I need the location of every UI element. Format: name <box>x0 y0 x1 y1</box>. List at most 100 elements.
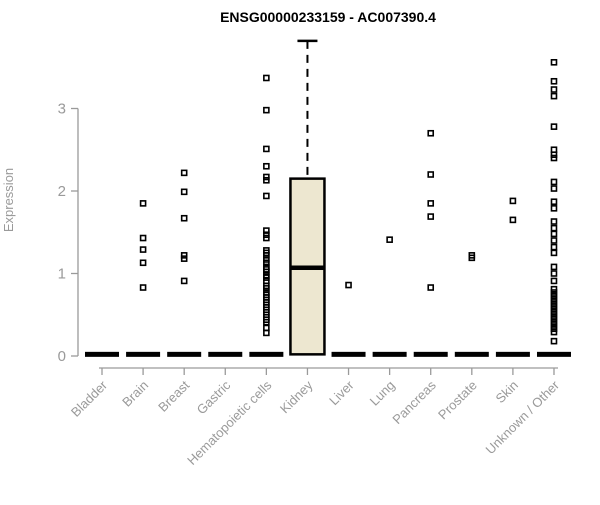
zero-median-bar <box>536 351 571 357</box>
y-tick-label: 2 <box>58 183 66 200</box>
category-group <box>249 74 284 357</box>
outlier-point <box>263 259 270 267</box>
outlier-point <box>550 178 558 186</box>
zero-median-bar <box>331 351 366 357</box>
outlier-point <box>550 77 558 85</box>
outlier-point <box>468 254 476 262</box>
outlier-point <box>550 218 558 225</box>
outlier-point <box>139 284 147 291</box>
outlier-point <box>263 227 270 234</box>
outlier-point <box>263 74 270 82</box>
x-tick-label: Brain <box>119 378 151 410</box>
outlier-point <box>139 259 147 267</box>
x-tick-label: Gastric <box>194 377 234 417</box>
outlier-point <box>550 237 558 244</box>
outlier-point <box>427 171 435 178</box>
y-tick-label: 1 <box>58 266 66 283</box>
category-group <box>536 58 571 357</box>
outlier-point <box>263 329 270 337</box>
outlier-point <box>263 192 270 200</box>
x-tick-label: Liver <box>326 377 357 408</box>
outlier-point <box>263 106 270 114</box>
y-tick-label: 0 <box>58 348 66 365</box>
outlier-point <box>550 58 558 66</box>
outlier-point <box>509 216 517 224</box>
outlier-point <box>427 200 435 207</box>
outlier-point <box>263 176 270 184</box>
category-group <box>208 351 243 357</box>
category-group <box>331 281 366 357</box>
category-group <box>372 236 407 357</box>
category-group <box>167 169 202 357</box>
outlier-point <box>550 185 558 192</box>
outlier-point <box>550 318 558 326</box>
zero-median-bar <box>85 351 119 357</box>
outlier-point <box>550 302 558 309</box>
outlier-point <box>550 243 558 251</box>
outlier-point <box>550 230 558 238</box>
y-axis-label: Expression <box>1 168 16 232</box>
outlier-point <box>550 277 558 285</box>
category-group <box>85 351 119 357</box>
outlier-point <box>345 281 352 289</box>
outlier-point <box>509 197 517 205</box>
outlier-point <box>550 337 558 345</box>
chart-title: ENSG00000233159 - AC007390.4 <box>220 9 436 25</box>
zero-median-bar <box>495 351 530 357</box>
category-group <box>495 197 530 357</box>
outlier-point <box>550 198 558 206</box>
y-tick-label: 3 <box>58 101 66 118</box>
outlier-point <box>550 86 558 93</box>
outlier-point <box>550 285 558 293</box>
x-tick-label: Bladder <box>68 377 111 420</box>
outlier-point <box>139 246 147 253</box>
outlier-point <box>263 162 270 170</box>
outlier-point <box>550 224 558 232</box>
x-tick-label: Skin <box>493 378 521 406</box>
outlier-point <box>550 292 558 300</box>
outlier-point <box>180 255 188 262</box>
x-tick-label: Pancreas <box>389 377 439 427</box>
outlier-point <box>427 284 435 291</box>
outlier-point <box>550 328 558 336</box>
outlier-point <box>550 249 558 257</box>
outlier-point <box>550 92 558 100</box>
outlier-point <box>550 325 558 333</box>
outlier-point <box>180 277 188 285</box>
outlier-point <box>550 205 558 212</box>
outlier-point <box>427 213 435 220</box>
outlier-point <box>550 151 558 158</box>
outlier-point <box>550 154 558 162</box>
outlier-point <box>139 200 147 207</box>
zero-median-bar <box>167 351 202 357</box>
outlier-point <box>263 145 270 153</box>
outlier-point <box>180 169 188 177</box>
zero-median-bar <box>126 351 161 357</box>
outlier-point <box>180 188 188 196</box>
outlier-point <box>427 129 435 137</box>
outlier-point <box>263 285 270 292</box>
outlier-point <box>263 234 270 242</box>
outlier-point <box>263 252 270 259</box>
x-tick-label: Breast <box>155 377 192 414</box>
zero-median-bar <box>208 351 243 357</box>
outlier-point <box>550 270 558 277</box>
zero-median-bar <box>372 351 407 357</box>
category-group <box>413 129 448 357</box>
outlier-point <box>386 236 393 243</box>
zero-median-bar <box>249 351 284 357</box>
plot-marks <box>85 39 571 357</box>
zero-median-bar <box>454 351 489 357</box>
x-tick-label: Prostate <box>435 378 480 423</box>
category-group <box>454 252 489 357</box>
x-tick-label: Unknown / Other <box>483 377 563 457</box>
x-tick-label: Lung <box>367 378 398 409</box>
outlier-point <box>180 214 188 222</box>
outlier-point <box>550 308 558 316</box>
category-group <box>289 39 326 356</box>
category-group <box>126 200 161 357</box>
x-tick-label: Kidney <box>277 377 316 416</box>
outlier-point <box>550 263 558 271</box>
